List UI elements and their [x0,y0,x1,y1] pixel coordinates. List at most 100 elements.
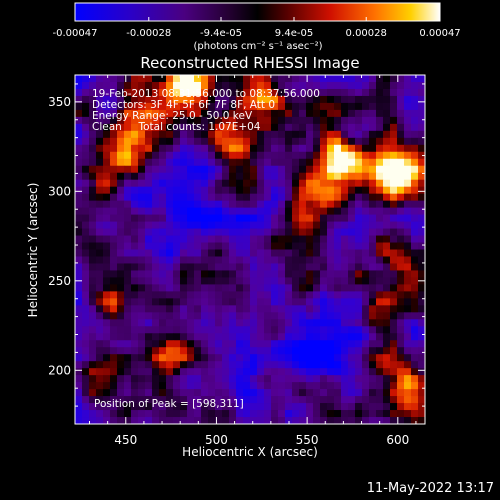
heatmap-pixel [341,340,349,348]
heatmap-pixel [383,221,391,229]
heatmap-pixel [341,396,349,404]
heatmap-pixel [271,305,279,313]
heatmap-pixel [411,75,419,83]
heatmap-pixel [376,116,384,125]
heatmap-pixel [117,179,125,188]
heatmap-pixel [96,81,104,90]
heatmap-pixel [299,228,307,236]
heatmap-pixel [208,354,216,362]
heatmap-pixel [208,291,216,299]
heatmap-pixel [117,256,125,264]
heatmap-pixel [131,200,139,209]
heatmap-pixel [250,368,258,376]
heatmap-pixel [152,200,160,209]
heatmap-pixel [285,361,293,369]
heatmap-pixel [411,95,419,104]
heatmap-pixel [257,172,265,181]
heatmap-pixel [124,221,132,229]
heatmap-pixel [187,228,195,236]
heatmap-pixel [390,249,398,257]
heatmap-pixel [306,221,314,229]
heatmap-pixel [362,102,370,111]
heatmap-pixel [327,417,335,424]
heatmap-pixel [292,403,300,411]
heatmap-pixel [320,340,328,348]
heatmap-pixel [89,75,97,83]
heatmap-pixel [299,410,307,418]
heatmap-pixel [166,242,174,250]
heatmap-pixel [264,116,272,125]
heatmap-pixel [327,75,335,83]
heatmap-pixel [306,326,314,334]
heatmap-pixel [320,172,328,181]
heatmap-pixel [208,81,216,90]
heatmap-pixel [103,193,111,202]
heatmap-pixel [124,151,132,160]
heatmap-pixel [124,326,132,334]
heatmap-pixel [208,130,216,139]
heatmap-pixel [390,130,398,139]
heatmap-pixel [278,263,286,271]
heatmap-pixel [152,270,160,278]
heatmap-pixel [313,298,321,306]
heatmap-pixel [299,403,307,411]
heatmap-pixel [404,277,412,285]
heatmap-pixel [299,207,307,215]
heatmap-pixel [250,375,258,383]
heatmap-pixel [257,95,265,104]
heatmap-pixel [292,123,300,132]
heatmap-pixel [215,172,223,181]
heatmap-pixel [306,382,314,390]
heatmap-pixel [187,256,195,264]
heatmap-pixel [229,88,237,97]
heatmap-pixel [355,340,363,348]
heatmap-pixel [383,249,391,257]
heatmap-pixel [117,207,125,215]
heatmap-pixel [201,319,209,327]
heatmap-pixel [131,305,139,313]
heatmap-pixel [229,389,237,397]
heatmap-pixel [103,228,111,236]
heatmap-pixel [75,228,83,236]
heatmap-pixel [194,151,202,160]
heatmap-pixel [180,130,188,139]
heatmap-pixel [278,158,286,167]
heatmap-pixel [327,305,335,313]
heatmap-pixel [173,263,181,271]
heatmap-pixel [341,172,349,181]
heatmap-pixel [229,256,237,264]
heatmap-pixel [159,235,167,243]
heatmap-pixel [390,179,398,188]
heatmap-pixel [229,249,237,257]
heatmap-pixel [376,214,384,222]
heatmap-pixel [355,235,363,243]
heatmap-pixel [369,389,377,397]
heatmap-pixel [103,75,111,83]
heatmap-pixel [208,172,216,181]
heatmap-pixel [75,151,83,160]
heatmap-pixel [194,284,202,292]
heatmap-pixel [306,165,314,174]
heatmap-pixel [250,242,258,250]
heatmap-pixel [271,109,279,118]
heatmap-pixel [180,417,188,424]
heatmap-pixel [180,368,188,376]
heatmap-pixel [320,151,328,160]
heatmap-pixel [222,109,230,118]
heatmap-pixel [369,75,377,83]
heatmap-pixel [145,403,153,411]
heatmap-pixel [89,221,97,229]
heatmap-pixel [194,81,202,90]
heatmap-pixel [299,270,307,278]
heatmap-pixel [397,88,405,97]
heatmap-pixel [271,291,279,299]
heatmap-pixel [341,368,349,376]
heatmap-pixel [285,277,293,285]
heatmap-pixel [362,403,370,411]
heatmap-pixel [257,207,265,215]
heatmap-pixel [397,263,405,271]
heatmap-pixel [103,382,111,390]
heatmap-pixel [285,116,293,125]
heatmap-pixel [369,277,377,285]
heatmap-pixel [152,130,160,139]
